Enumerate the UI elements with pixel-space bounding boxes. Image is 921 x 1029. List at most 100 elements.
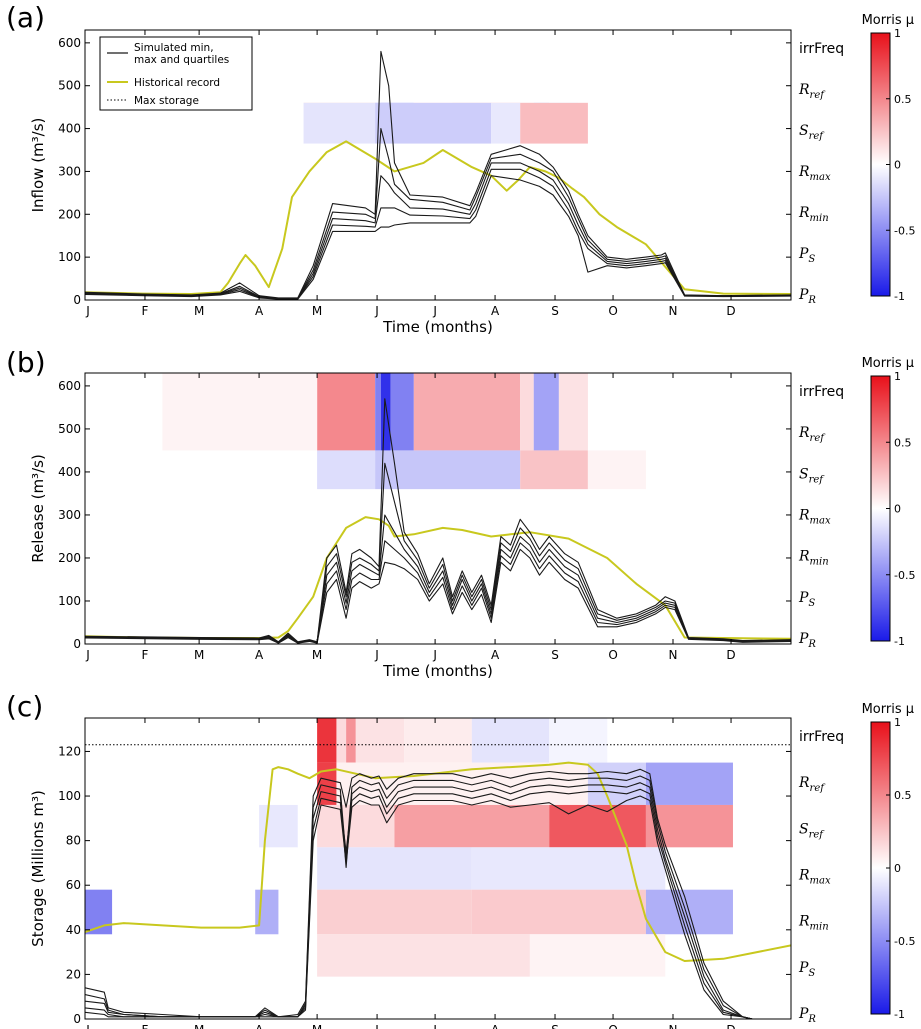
- heatmap-cell: [587, 450, 646, 490]
- x-tick-label: M: [312, 304, 322, 318]
- colorbar-tick-label: 0.5: [894, 93, 912, 106]
- y-tick-label: 100: [58, 250, 81, 264]
- row-label: PS: [798, 960, 815, 979]
- y-tick-label: 80: [66, 834, 81, 848]
- heatmap-cell: [303, 102, 376, 144]
- y-axis-label: Storage (Millions m³): [29, 790, 47, 947]
- legend-sim-label: Simulated min,: [134, 42, 214, 54]
- colorbar-tick-label: 0: [894, 159, 901, 172]
- row-label: Rmin: [798, 549, 829, 568]
- x-tick-label: O: [608, 304, 617, 318]
- y-tick-label: 200: [58, 551, 81, 565]
- historical-line: [85, 140, 791, 295]
- colorbar-tick-label: 0: [894, 503, 901, 516]
- x-tick-label: A: [255, 1023, 264, 1029]
- historical-line: [85, 761, 791, 962]
- heatmap-cell: [520, 373, 534, 451]
- x-tick-label: J: [374, 1023, 379, 1029]
- heatmap-cell: [346, 718, 356, 763]
- simulated-line: [85, 50, 791, 299]
- y-tick-label: 40: [66, 923, 81, 937]
- heatmap-cell: [471, 718, 550, 763]
- panel-label: (c): [6, 690, 43, 723]
- row-label: PS: [798, 246, 815, 265]
- colorbar-tick-label: 1: [894, 370, 901, 383]
- heatmap-cell: [317, 889, 472, 935]
- legend-box: [99, 36, 253, 111]
- x-tick-label: S: [551, 1023, 559, 1029]
- y-tick-label: 500: [58, 79, 81, 93]
- series-group: [85, 398, 791, 644]
- heatmap-cell: [355, 718, 405, 763]
- series-group: [85, 50, 791, 300]
- x-tick-label: A: [491, 304, 500, 318]
- x-tick-label: J: [85, 1023, 90, 1029]
- x-tick-label: N: [669, 1023, 678, 1029]
- y-tick-label: 100: [58, 594, 81, 608]
- row-label: Rmin: [798, 914, 829, 933]
- plot-frame: [84, 372, 792, 645]
- row-label: Sref: [799, 466, 825, 485]
- x-tick-label: J: [85, 304, 90, 318]
- simulated-line: [85, 168, 791, 300]
- x-tick-label: J: [432, 1023, 437, 1029]
- row-label: Rref: [798, 775, 826, 794]
- y-tick-label: 400: [58, 465, 81, 479]
- y-tick-label: 100: [58, 789, 81, 803]
- y-tick-label: 600: [58, 379, 81, 393]
- colorbar-title: Morris μ: [862, 702, 914, 717]
- colorbar-tick-label: -1: [894, 635, 905, 648]
- y-tick-label: 60: [66, 878, 81, 892]
- x-tick-label: D: [726, 1023, 735, 1029]
- row-label: Rmax: [798, 164, 831, 183]
- heatmap-cell: [255, 889, 279, 935]
- x-tick-label: A: [255, 304, 264, 318]
- x-tick-label: A: [491, 648, 500, 662]
- colorbar-title: Morris μ: [862, 13, 914, 28]
- historical-line: [85, 516, 791, 640]
- x-tick-label: J: [432, 648, 437, 662]
- heatmap-cell: [491, 102, 521, 144]
- colorbar-tick-label: -0.5: [894, 935, 915, 948]
- x-tick-label: J: [85, 648, 90, 662]
- heatmap-cell: [645, 762, 733, 805]
- simulated-line: [85, 162, 791, 300]
- heatmap-cell: [533, 373, 559, 451]
- row-label: irrFreq: [799, 384, 844, 400]
- panel-1: (b) 0 100 200 300 400 500 600 J F M A M J J A S O N D Time (…: [6, 346, 915, 680]
- row-label: Rmin: [798, 205, 829, 224]
- legend-sim-label: max and quartiles: [134, 54, 229, 66]
- x-tick-label: D: [726, 304, 735, 318]
- heatmap-cell: [380, 373, 391, 451]
- simulated-line: [85, 462, 791, 643]
- heatmap: [162, 373, 646, 490]
- y-tick-label: 0: [73, 637, 81, 651]
- heatmap-cell: [317, 450, 376, 490]
- y-tick-label: 0: [73, 1012, 81, 1026]
- row-label: Sref: [799, 821, 825, 840]
- y-axis-label: Release (m³/s): [29, 454, 47, 563]
- panel-label: (a): [6, 1, 45, 34]
- heatmap-cell: [558, 373, 588, 451]
- y-tick-label: 0: [73, 293, 81, 307]
- colorbar-tick-label: -0.5: [894, 569, 915, 582]
- x-axis-label: Time (months): [382, 662, 493, 680]
- x-tick-label: J: [432, 304, 437, 318]
- heatmap-cell: [390, 373, 414, 451]
- x-tick-label: M: [194, 648, 204, 662]
- colorbar-title: Morris μ: [862, 356, 914, 371]
- simulated-line: [85, 795, 791, 1019]
- x-tick-label: M: [312, 1023, 322, 1029]
- y-tick-label: 20: [66, 967, 81, 981]
- simulated-line: [85, 548, 791, 644]
- panel-label: (b): [6, 346, 46, 379]
- colorbar-tick-label: -1: [894, 290, 905, 303]
- heatmap-cell: [520, 102, 588, 144]
- heatmap-cell: [549, 718, 608, 763]
- heatmap-cell: [394, 804, 550, 848]
- heatmap-cell: [317, 804, 395, 848]
- colorbar-tick-label: -1: [894, 1008, 905, 1021]
- x-tick-label: J: [374, 304, 379, 318]
- row-label: Sref: [799, 123, 825, 142]
